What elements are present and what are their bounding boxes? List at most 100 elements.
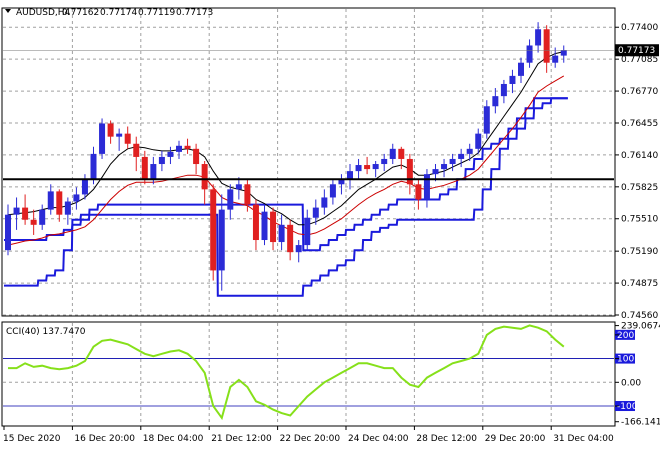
ohlc-close: 0.77173	[176, 8, 213, 18]
candle-body	[99, 123, 106, 154]
candle-body	[124, 133, 131, 144]
current-price-badge	[615, 44, 659, 57]
candle-body	[449, 158, 456, 165]
candle-body	[150, 164, 157, 180]
candle-body	[22, 207, 29, 220]
price-tick-label: 0.75825	[621, 183, 658, 193]
cci-level-badge	[615, 353, 635, 364]
price-tick-label: 0.76140	[621, 151, 658, 161]
candle-body	[64, 201, 71, 215]
candle-body	[201, 164, 208, 190]
menu-triangle-icon[interactable]	[5, 9, 11, 13]
candle-body	[210, 189, 217, 271]
candle-body	[355, 165, 362, 172]
cci-indicator	[3, 324, 614, 421]
price-tick-label: 0.76455	[621, 119, 658, 129]
candle-body	[5, 214, 11, 251]
candle-body	[338, 179, 345, 185]
price-tick-label: 0.74875	[621, 279, 658, 289]
candle-body	[406, 158, 413, 185]
candles	[5, 22, 567, 291]
channel-upper-line	[4, 97, 568, 252]
candle-body	[483, 106, 490, 134]
candle-body	[270, 211, 277, 243]
candle-body	[560, 50, 567, 56]
ohlc-high: 0.77174	[100, 8, 137, 18]
candle-body	[518, 62, 524, 76]
candle-body	[321, 197, 328, 208]
candle-body	[458, 153, 465, 159]
candle-body	[535, 29, 542, 46]
time-tick-label: 24 Dec 04:00	[348, 434, 409, 444]
candle-body	[364, 165, 371, 170]
cci-title: CCI(40) 137.7470	[6, 327, 86, 337]
candle-body	[543, 29, 550, 63]
price-tick-label: 0.74560	[621, 311, 658, 321]
current-price-label: 0.77173	[618, 46, 655, 56]
candle-body	[329, 184, 336, 198]
candle-body	[167, 151, 174, 157]
price-tick-label: 0.77085	[621, 55, 658, 65]
candle-body	[184, 145, 191, 149]
candle-body	[287, 224, 294, 253]
candle-body	[252, 204, 259, 241]
cci-level-badge	[615, 329, 635, 340]
cci-tick-label: -100	[617, 402, 638, 412]
symbol-label: AUDUSD,H4	[16, 8, 71, 18]
candle-body	[304, 217, 311, 246]
channel-lower-line	[4, 97, 568, 297]
ohlc-open: 0.77162	[62, 8, 99, 18]
price-tick-label: 0.75510	[621, 215, 658, 225]
time-tick-label: 18 Dec 04:00	[143, 434, 204, 444]
candle-body	[492, 96, 499, 107]
candle-body	[158, 156, 165, 165]
time-tick-label: 21 Dec 12:00	[211, 434, 272, 444]
candle-body	[244, 184, 251, 205]
candle-body	[398, 148, 405, 159]
cci-tick-label: 239.0674	[621, 322, 660, 332]
candle-body	[475, 133, 482, 149]
time-tick-label: 28 Dec 12:00	[416, 434, 477, 444]
candle-body	[39, 209, 46, 225]
time-tick-label: 31 Dec 04:00	[553, 434, 614, 444]
candle-body	[30, 219, 37, 225]
price-tick-label: 0.75190	[621, 247, 658, 257]
channel-lines	[4, 97, 568, 297]
candle-body	[73, 194, 80, 202]
candle-body	[389, 148, 396, 159]
cci-tick-label: 100	[617, 355, 634, 365]
cci-tick-label: 0.00	[621, 378, 641, 388]
candle-body	[415, 184, 422, 200]
cci-line	[8, 324, 565, 421]
red-moving-average	[7, 75, 565, 246]
levels: 0.77173	[3, 44, 659, 181]
candle-body	[81, 179, 88, 195]
price-panel-frame	[1, 7, 616, 317]
candle-body	[261, 211, 268, 241]
candle-body	[218, 209, 225, 271]
candle-body	[13, 207, 20, 215]
cci-level-badge	[615, 401, 635, 412]
cci-panel-frame	[1, 321, 616, 427]
candle-body	[116, 133, 123, 137]
time-tick-label: 22 Dec 20:00	[280, 434, 341, 444]
candle-body	[441, 164, 448, 170]
candle-body	[295, 245, 302, 253]
cci-tick-label: 200	[617, 331, 634, 341]
candle-body	[372, 164, 379, 170]
grid	[3, 9, 614, 425]
candle-body	[312, 207, 319, 218]
ohlc-low: 0.77119	[138, 8, 175, 18]
candle-body	[552, 55, 559, 63]
candle-body	[381, 158, 388, 165]
time-tick-label: 16 Dec 20:00	[74, 434, 135, 444]
candle-body	[466, 148, 473, 154]
candle-body	[193, 148, 200, 165]
candle-body	[227, 189, 234, 210]
candle-body	[176, 145, 182, 152]
candle-body	[90, 153, 97, 180]
candle-body	[347, 171, 353, 180]
axes: 0.77400 0.77085 0.76770 0.76455 0.76140 0.758…	[3, 23, 660, 444]
